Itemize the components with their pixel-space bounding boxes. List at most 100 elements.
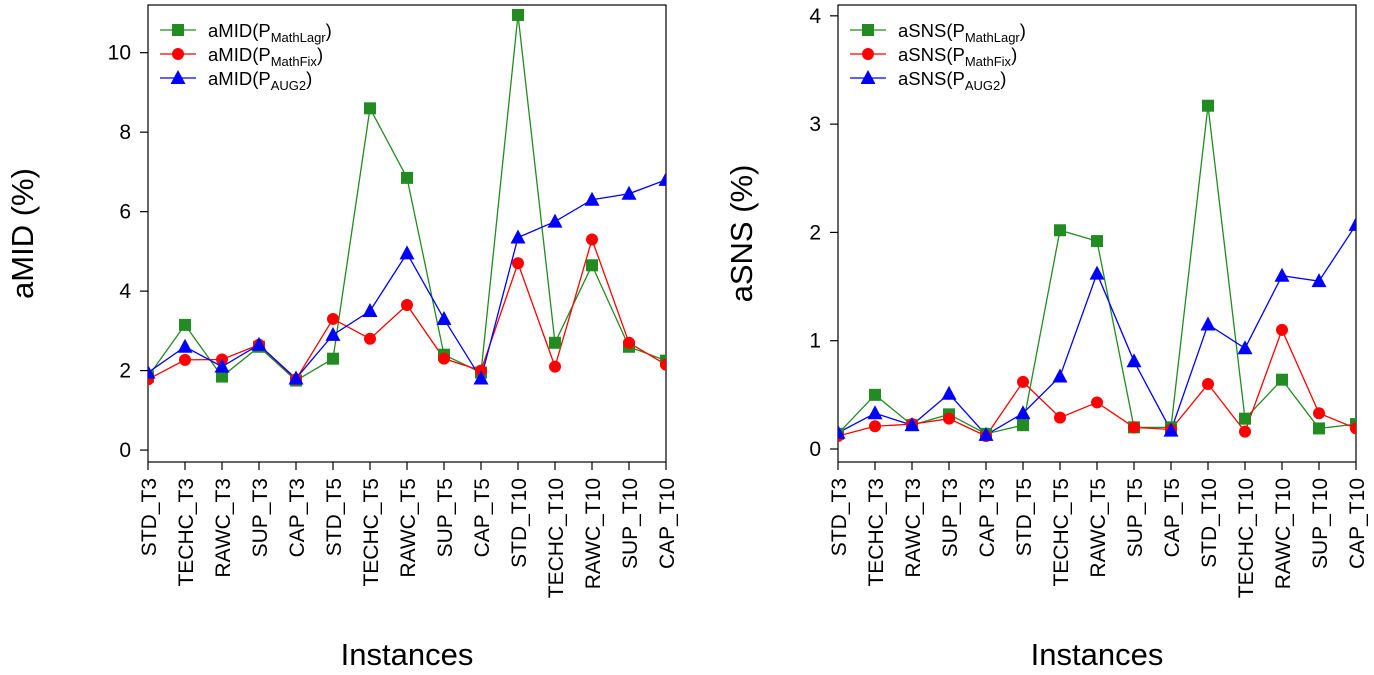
x-tick-label: SUP_T10 [619,478,642,569]
legend-label: aSNS(PMathFix) [898,44,1017,69]
data-point-MathFix [1239,425,1251,438]
chart-panel-1: 0 2 4 6 8 10 STD_T3 TECHC_T3 RAWC_T3 SUP_T3 CAP_T3… [5,4,679,672]
x-tick-label: RAWC_T5 [1087,478,1110,578]
y-tick-label: 0 [119,439,131,462]
data-point-MathFix [179,353,191,366]
data-point-AUG2 [510,229,526,244]
y-tick-label: 10 [108,42,131,65]
x-tick-label: SUP_T3 [249,478,272,557]
data-point-AUG2 [1015,405,1031,420]
x-tick-label: STD_T3 [828,478,851,556]
series-line-AUG2 [148,179,666,381]
data-point-MathFix [623,336,635,349]
legend-marker [172,48,184,60]
legend-marker [860,70,876,84]
legend-label: aSNS(PMathLagr) [898,20,1026,45]
x-tick-label: CAP_T5 [1161,478,1184,557]
legend-label: aMID(PMathLagr) [208,20,332,45]
data-point-MathFix [364,332,376,345]
data-point-AUG2 [1126,353,1142,368]
data-point-AUG2 [251,336,267,351]
y-tick-label: 4 [119,280,131,303]
data-point-MathFix [1054,411,1066,424]
legend-label: aMID(PAUG2) [208,68,312,93]
data-point-MathLagr [216,370,228,383]
data-point-AUG2 [288,370,304,385]
x-tick-label: CAP_T3 [976,478,999,557]
data-point-MathLagr [586,259,598,272]
data-point-MathFix [401,299,413,312]
data-point-MathFix [1350,422,1356,435]
data-point-MathLagr [1054,224,1066,237]
data-point-AUG2 [325,326,341,341]
x-tick-label: RAWC_T3 [902,478,925,578]
x-axis-title: Instances [1031,637,1164,670]
x-tick-label: RAWC_T3 [212,478,235,578]
data-point-AUG2 [1200,316,1216,331]
data-point-MathFix [549,360,561,373]
x-tick-label: TECHC_T3 [865,478,888,587]
y-tick-label: 4 [809,5,821,28]
y-axis-title: aSNS (%) [724,165,759,303]
data-point-MathFix [327,312,339,325]
x-tick-label: RAWC_T10 [582,478,605,589]
x-tick-label: TECHC_T3 [175,478,198,587]
data-point-MathLagr [401,171,413,184]
y-axis-title: aMID (%) [5,168,40,299]
data-point-MathFix [1276,323,1288,336]
x-tick-label: RAWC_T5 [397,478,420,578]
data-point-AUG2 [941,385,957,400]
x-tick-label: STD_T5 [1013,478,1036,556]
data-point-AUG2 [1274,267,1290,282]
data-point-MathLagr [512,8,524,21]
y-tick-label: 1 [809,330,821,353]
data-point-AUG2 [838,424,846,439]
data-point-AUG2 [399,245,415,260]
data-point-AUG2 [978,426,994,441]
legend-marker [170,70,186,84]
x-tick-label: SUP_T5 [434,478,457,557]
data-point-MathFix [1017,375,1029,388]
x-tick-label: CAP_T5 [471,478,494,557]
data-point-AUG2 [1163,422,1179,437]
data-point-MathLagr [1313,422,1325,435]
data-point-AUG2 [1089,265,1105,280]
x-tick-label: STD_T10 [508,478,531,568]
data-point-MathLagr [1017,419,1029,432]
x-tick-label: TECHC_T10 [545,478,568,598]
data-point-AUG2 [547,213,563,228]
data-point-AUG2 [177,338,193,353]
plot-area [148,8,666,387]
y-tick-label: 2 [119,360,131,383]
x-tick-label: TECHC_T5 [360,478,383,587]
chart-panel-2: 0 1 2 3 4 STD_T3 TECHC_T3 RAWC_T3 SUP_T3 CAP_T3 ST… [724,4,1369,672]
data-point-AUG2 [621,185,637,200]
x-tick-label: SUP_T10 [1309,478,1332,569]
data-point-MathFix [869,420,881,433]
x-tick-label: TECHC_T5 [1050,478,1073,587]
x-tick-label: CAP_T3 [286,478,309,557]
legend-label: aMID(PMathFix) [208,44,323,69]
y-tick-label: 6 [119,201,131,224]
data-point-MathFix [512,257,524,270]
data-point-MathFix [586,233,598,246]
data-point-MathLagr [1091,235,1103,248]
data-point-MathFix [1128,421,1140,434]
data-point-AUG2 [658,171,666,186]
data-point-MathFix [438,352,450,365]
data-point-MathLagr [549,336,561,349]
legend-marker [862,24,874,36]
data-point-AUG2 [584,191,600,206]
data-point-MathFix [660,358,666,371]
data-point-AUG2 [867,405,883,420]
data-point-MathLagr [1239,412,1251,425]
data-point-MathFix [1202,378,1214,391]
data-point-AUG2 [1348,216,1356,231]
x-axis-title: Instances [341,637,474,670]
data-point-MathLagr [1202,99,1214,112]
legend-marker [172,24,184,36]
y-tick-label: 8 [119,121,131,144]
x-tick-label: STD_T3 [138,478,161,556]
data-point-MathFix [943,412,955,425]
